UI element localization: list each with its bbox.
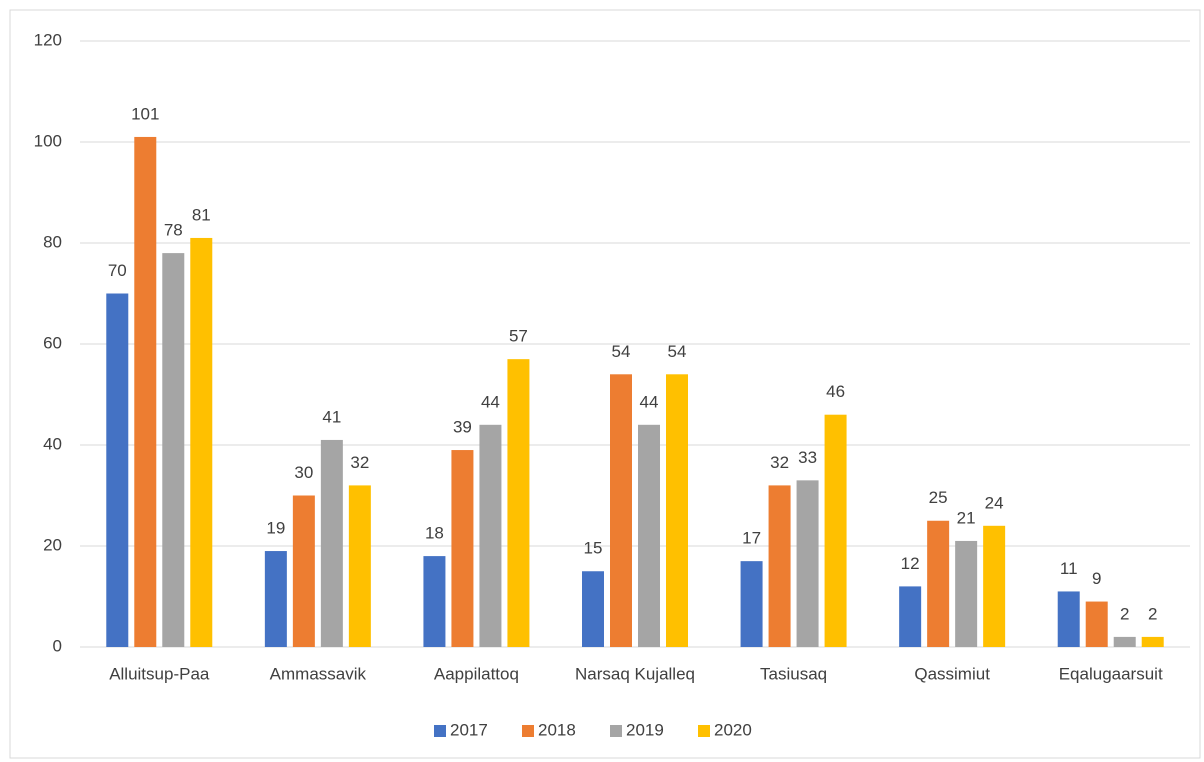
- bar: [190, 237, 213, 647]
- y-tick-label: 120: [34, 30, 62, 49]
- bar: [740, 561, 763, 647]
- data-label: 18: [425, 524, 444, 543]
- data-label: 44: [640, 392, 659, 411]
- legend-swatch: [434, 725, 446, 737]
- legend-label: 2017: [450, 720, 488, 739]
- legend-swatch: [610, 725, 622, 737]
- x-tick-label: Narsaq Kujalleq: [575, 664, 695, 683]
- bar: [292, 495, 315, 647]
- x-tick-label: Aappilattoq: [434, 664, 519, 683]
- y-tick-label: 80: [43, 232, 62, 251]
- y-tick-label: 0: [53, 636, 62, 655]
- x-tick-label: Eqalugaarsuit: [1059, 664, 1163, 683]
- legend-swatch: [522, 725, 534, 737]
- bar: [162, 253, 185, 647]
- legend-label: 2018: [538, 720, 576, 739]
- data-label: 2: [1120, 604, 1129, 623]
- bar: [320, 439, 343, 647]
- y-tick-label: 20: [43, 535, 62, 554]
- data-label: 33: [798, 448, 817, 467]
- bar: [134, 136, 157, 647]
- data-label: 21: [957, 508, 976, 527]
- bar: [582, 571, 604, 647]
- bar: [899, 586, 922, 647]
- data-label: 25: [929, 488, 948, 507]
- data-label: 11: [1060, 559, 1078, 578]
- bar: [796, 480, 819, 647]
- data-label: 39: [453, 418, 472, 437]
- data-label: 30: [294, 463, 313, 482]
- bar: [824, 414, 847, 647]
- bar: [1057, 591, 1080, 647]
- y-tick-label: 60: [43, 333, 62, 352]
- x-tick-label: Qassimiut: [914, 664, 990, 683]
- bar: [1113, 636, 1136, 647]
- data-label: 70: [108, 261, 127, 280]
- bar: [507, 359, 530, 647]
- legend-label: 2020: [714, 720, 752, 739]
- data-label: 57: [509, 327, 528, 346]
- bar: [927, 520, 950, 647]
- data-label: 9: [1092, 569, 1101, 588]
- y-tick-label: 100: [34, 131, 62, 150]
- data-label: 2: [1148, 604, 1157, 623]
- data-label: 54: [668, 342, 687, 361]
- data-label: 17: [742, 529, 761, 548]
- bar: [666, 374, 688, 647]
- data-label: 44: [481, 392, 500, 411]
- data-label: 81: [192, 205, 211, 224]
- legend-label: 2019: [626, 720, 664, 739]
- bar: [768, 485, 791, 647]
- bar: [423, 556, 446, 647]
- bar: [610, 374, 632, 647]
- data-label: 78: [164, 221, 183, 240]
- bar: [1085, 601, 1108, 647]
- bar: [348, 485, 371, 647]
- bar: [106, 293, 129, 647]
- x-tick-label: Ammassavik: [270, 664, 367, 683]
- bar: [479, 424, 502, 647]
- data-label: 15: [584, 539, 603, 558]
- data-label: 101: [131, 104, 159, 123]
- bar: [955, 540, 978, 647]
- data-label: 46: [826, 382, 845, 401]
- bar: [983, 525, 1006, 647]
- y-tick-label: 40: [43, 434, 62, 453]
- data-label: 32: [770, 453, 789, 472]
- chart-border: [9, 9, 1201, 759]
- data-label: 24: [985, 493, 1004, 512]
- data-label: 41: [322, 407, 341, 426]
- bar: [638, 424, 660, 647]
- x-tick-label: Tasiusaq: [760, 664, 827, 683]
- data-label: 19: [266, 519, 285, 538]
- x-tick-label: Alluitsup-Paa: [109, 664, 210, 683]
- data-label: 32: [350, 453, 369, 472]
- bar: [264, 551, 287, 647]
- bar: [451, 450, 474, 647]
- bar: [1141, 636, 1164, 647]
- data-label: 12: [901, 554, 920, 573]
- legend-swatch: [698, 725, 710, 737]
- data-label: 54: [612, 342, 631, 361]
